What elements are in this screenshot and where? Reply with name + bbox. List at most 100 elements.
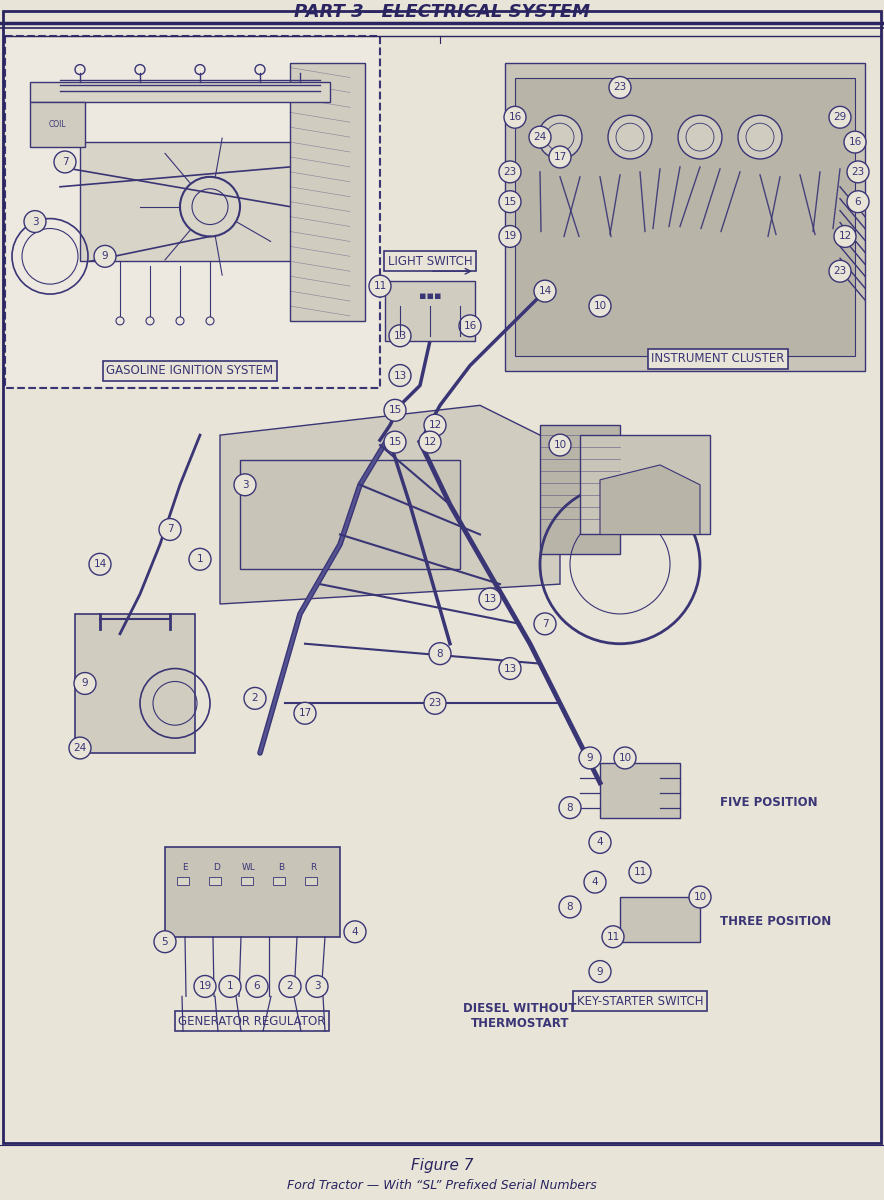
Text: 16: 16 bbox=[508, 113, 522, 122]
Text: 19: 19 bbox=[198, 982, 211, 991]
Circle shape bbox=[369, 275, 391, 298]
Polygon shape bbox=[600, 464, 700, 534]
Circle shape bbox=[629, 862, 651, 883]
Text: LIGHT SWITCH: LIGHT SWITCH bbox=[388, 254, 472, 268]
Text: 23: 23 bbox=[613, 83, 627, 92]
Text: 8: 8 bbox=[437, 649, 443, 659]
Text: 13: 13 bbox=[393, 331, 407, 341]
Text: 23: 23 bbox=[834, 266, 847, 276]
Text: PART 3—ELECTRICAL SYSTEM: PART 3—ELECTRICAL SYSTEM bbox=[294, 2, 590, 20]
Text: 14: 14 bbox=[538, 286, 552, 296]
Circle shape bbox=[429, 643, 451, 665]
Circle shape bbox=[847, 191, 869, 212]
Text: WL: WL bbox=[242, 863, 256, 871]
Text: 17: 17 bbox=[299, 708, 312, 719]
Circle shape bbox=[294, 702, 316, 724]
Circle shape bbox=[559, 896, 581, 918]
Text: 5: 5 bbox=[162, 937, 168, 947]
Text: 23: 23 bbox=[429, 698, 442, 708]
Text: R: R bbox=[310, 863, 316, 871]
Circle shape bbox=[589, 832, 611, 853]
Circle shape bbox=[194, 976, 216, 997]
Circle shape bbox=[534, 280, 556, 302]
Circle shape bbox=[608, 115, 652, 158]
Circle shape bbox=[602, 926, 624, 948]
Text: 7: 7 bbox=[542, 619, 548, 629]
Text: 4: 4 bbox=[352, 926, 358, 937]
Text: 9: 9 bbox=[102, 251, 109, 262]
Circle shape bbox=[154, 931, 176, 953]
Circle shape bbox=[69, 737, 91, 758]
Text: COIL: COIL bbox=[49, 120, 65, 128]
Text: 9: 9 bbox=[597, 966, 603, 977]
Text: 10: 10 bbox=[693, 892, 706, 902]
Text: 11: 11 bbox=[373, 281, 386, 292]
Text: 15: 15 bbox=[503, 197, 516, 206]
Bar bbox=[165, 847, 340, 937]
Circle shape bbox=[559, 797, 581, 818]
Bar bbox=[7, 37, 378, 386]
Circle shape bbox=[279, 976, 301, 997]
Bar bbox=[75, 614, 195, 752]
Text: 13: 13 bbox=[393, 371, 407, 380]
Text: 19: 19 bbox=[503, 232, 516, 241]
Text: 2: 2 bbox=[252, 694, 258, 703]
Text: 10: 10 bbox=[593, 301, 606, 311]
Circle shape bbox=[499, 191, 521, 212]
Bar bbox=[177, 877, 189, 886]
Text: 13: 13 bbox=[484, 594, 497, 604]
Circle shape bbox=[614, 748, 636, 769]
Circle shape bbox=[589, 961, 611, 983]
Bar bbox=[620, 898, 700, 942]
Circle shape bbox=[609, 77, 631, 98]
Bar bbox=[385, 281, 475, 341]
Text: 10: 10 bbox=[553, 440, 567, 450]
Text: 24: 24 bbox=[533, 132, 546, 142]
Text: 8: 8 bbox=[567, 803, 574, 812]
Text: 11: 11 bbox=[633, 868, 646, 877]
Text: 4: 4 bbox=[591, 877, 598, 887]
Circle shape bbox=[389, 325, 411, 347]
Text: 15: 15 bbox=[388, 437, 401, 448]
Bar bbox=[273, 877, 285, 886]
Circle shape bbox=[549, 434, 571, 456]
Text: 10: 10 bbox=[619, 752, 631, 763]
Text: 9: 9 bbox=[587, 752, 593, 763]
Circle shape bbox=[529, 126, 551, 148]
Circle shape bbox=[579, 748, 601, 769]
Text: Figure 7: Figure 7 bbox=[411, 1158, 473, 1172]
Text: 2: 2 bbox=[286, 982, 293, 991]
Circle shape bbox=[189, 548, 211, 570]
Text: 29: 29 bbox=[834, 113, 847, 122]
Bar bbox=[580, 436, 710, 534]
Text: 17: 17 bbox=[553, 152, 567, 162]
Text: 12: 12 bbox=[423, 437, 437, 448]
Text: 23: 23 bbox=[851, 167, 865, 176]
Text: FIVE POSITION: FIVE POSITION bbox=[720, 796, 818, 809]
Text: 3: 3 bbox=[314, 982, 320, 991]
Text: 4: 4 bbox=[597, 838, 603, 847]
Text: B: B bbox=[278, 863, 284, 871]
Circle shape bbox=[389, 365, 411, 386]
Circle shape bbox=[246, 976, 268, 997]
Text: 16: 16 bbox=[463, 320, 476, 331]
Text: 14: 14 bbox=[94, 559, 107, 569]
Circle shape bbox=[459, 314, 481, 337]
Circle shape bbox=[834, 226, 856, 247]
Circle shape bbox=[89, 553, 111, 575]
Circle shape bbox=[549, 146, 571, 168]
Circle shape bbox=[499, 226, 521, 247]
Bar bbox=[30, 102, 85, 148]
Bar bbox=[600, 763, 680, 817]
Circle shape bbox=[504, 107, 526, 128]
Circle shape bbox=[847, 161, 869, 182]
Circle shape bbox=[829, 107, 851, 128]
Circle shape bbox=[419, 431, 441, 454]
Bar bbox=[5, 36, 380, 389]
Circle shape bbox=[384, 400, 406, 421]
Circle shape bbox=[54, 151, 76, 173]
Bar bbox=[290, 62, 365, 320]
Text: 13: 13 bbox=[503, 664, 516, 673]
Bar bbox=[209, 877, 221, 886]
Circle shape bbox=[844, 131, 866, 154]
